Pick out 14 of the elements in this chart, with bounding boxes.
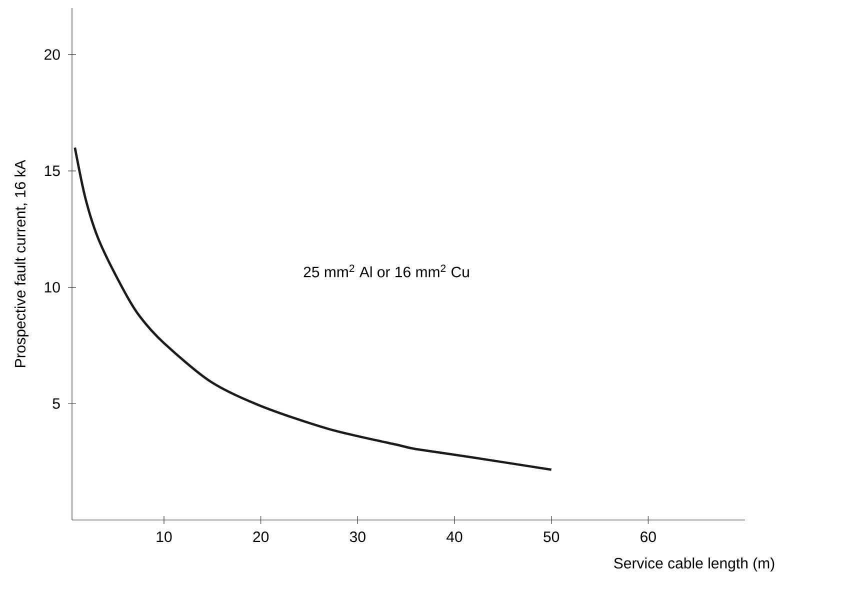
y-tick-label: 20: [44, 49, 60, 60]
x-tick-label: 40: [446, 532, 462, 542]
y-tick-label: 15: [44, 166, 60, 176]
y-tick-label: 10: [44, 282, 60, 293]
line-series: [74, 146, 553, 471]
x-tick-label: 60: [640, 532, 656, 542]
x-tick-label: 50: [544, 532, 560, 542]
x-tick-label: 10: [156, 532, 172, 542]
x-axis-title: Service cable length (m): [614, 558, 774, 572]
y-tick-label: 5: [52, 398, 60, 409]
y-axis-title: Prospective fault current, 16 kA: [14, 160, 28, 367]
x-tick-label: 30: [350, 532, 366, 542]
x-tick-label: 20: [253, 532, 269, 542]
annotation: 25 mm$^{2}$ Al or 16 mm$^{2}$ Cu: [304, 264, 469, 278]
